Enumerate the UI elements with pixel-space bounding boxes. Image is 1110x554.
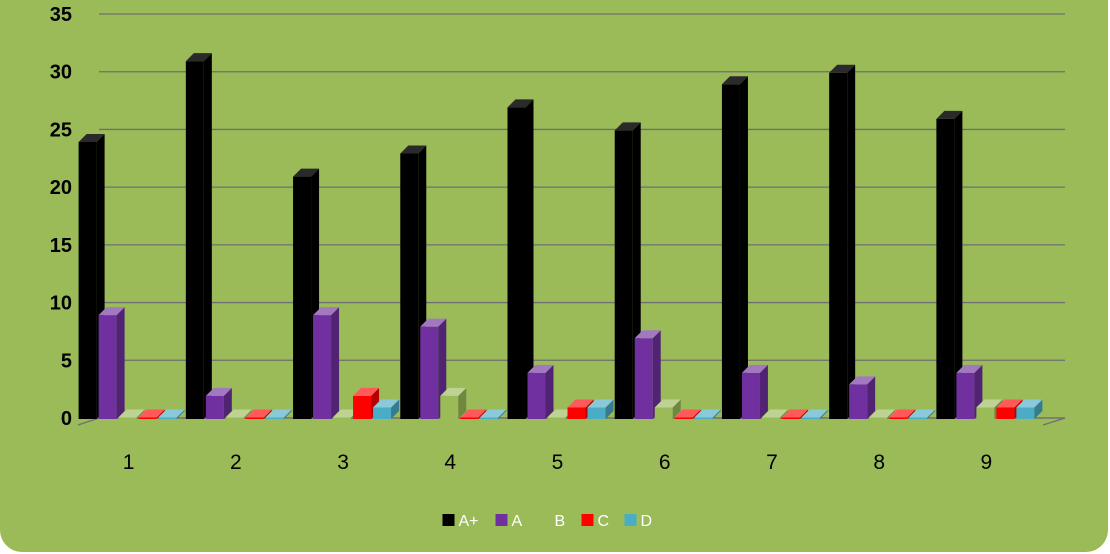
x-tick-label: 5 [552, 451, 564, 474]
legend-item-c: C [581, 513, 610, 530]
legend-item-aplus: A+ [442, 513, 479, 530]
x-tick-label: 6 [659, 451, 671, 474]
bar-c-8 [889, 409, 916, 419]
y-tick-label: 20 [50, 177, 72, 199]
x-tick-label: 1 [123, 451, 135, 474]
bar-d-2 [265, 409, 292, 419]
bar-a-8 [849, 376, 876, 419]
bar-b-4 [440, 387, 467, 419]
legend-label: B [555, 513, 566, 530]
bar-aplus-2 [185, 53, 212, 420]
legend-key [495, 514, 508, 526]
bar-b-8 [869, 409, 896, 419]
bar-a-1 [98, 307, 125, 419]
x-tick-label: 8 [873, 451, 885, 474]
legend-label: A [512, 513, 523, 530]
bar-aplus-8 [829, 64, 856, 419]
y-tick-label: 10 [50, 293, 72, 315]
bar-c-2 [245, 409, 272, 419]
bar-d-8 [909, 409, 936, 419]
legend: A+ A B C D [442, 513, 653, 530]
bar-a-2 [205, 387, 232, 419]
bar-a-7 [741, 364, 768, 419]
legend-label: C [598, 513, 610, 530]
legend-key [581, 514, 594, 526]
bar-b-2 [225, 409, 252, 419]
x-tick-label: 9 [981, 451, 993, 474]
x-tick-label: 2 [230, 451, 242, 474]
bar-aplus-5 [507, 99, 534, 419]
bar-aplus-9 [936, 110, 963, 419]
bar-a-3 [313, 307, 340, 419]
bar-c-4 [460, 409, 487, 419]
legend-item-b: B [538, 513, 566, 530]
y-tick-label: 30 [50, 62, 72, 84]
x-axis-tick-labels: 1 2 3 4 5 6 7 8 9 [123, 451, 992, 474]
legend-item-d: D [624, 513, 653, 530]
bar-d-6 [694, 409, 721, 419]
y-tick-label: 5 [61, 350, 72, 372]
y-axis-tick-labels: 0 5 10 15 20 25 30 35 [50, 4, 72, 430]
y-tick-label: 15 [50, 235, 72, 257]
bar-c-6 [674, 409, 701, 419]
bars [78, 53, 1043, 420]
y-tick-label: 0 [61, 408, 72, 430]
bar-d-4 [480, 409, 507, 419]
legend-label: A+ [459, 513, 479, 530]
bar-b-6 [654, 399, 681, 419]
bar-d-5 [587, 399, 614, 419]
legend-label: D [641, 513, 653, 530]
bar-a-6 [634, 330, 661, 419]
x-tick-label: 4 [444, 451, 456, 474]
y-tick-label: 25 [50, 119, 72, 141]
bar-aplus-7 [721, 76, 748, 419]
bar-d-9 [1016, 399, 1043, 419]
bar-a-5 [527, 364, 554, 419]
legend-key [538, 514, 551, 526]
bar-b-1 [118, 409, 145, 419]
y-tick-label: 35 [50, 4, 72, 26]
bar-d-3 [373, 399, 400, 419]
bar-b-7 [761, 409, 788, 419]
x-tick-label: 7 [766, 451, 778, 474]
legend-key [624, 514, 637, 526]
bar-c-7 [781, 409, 808, 419]
legend-item-a: A [495, 513, 523, 530]
legend-key [442, 514, 455, 526]
gridlines [77, 13, 1066, 426]
bar-c-1 [138, 409, 165, 419]
bar-d-1 [158, 409, 185, 419]
bar-d-7 [801, 409, 828, 419]
x-tick-label: 3 [337, 451, 349, 474]
axis-floor [77, 417, 1066, 426]
